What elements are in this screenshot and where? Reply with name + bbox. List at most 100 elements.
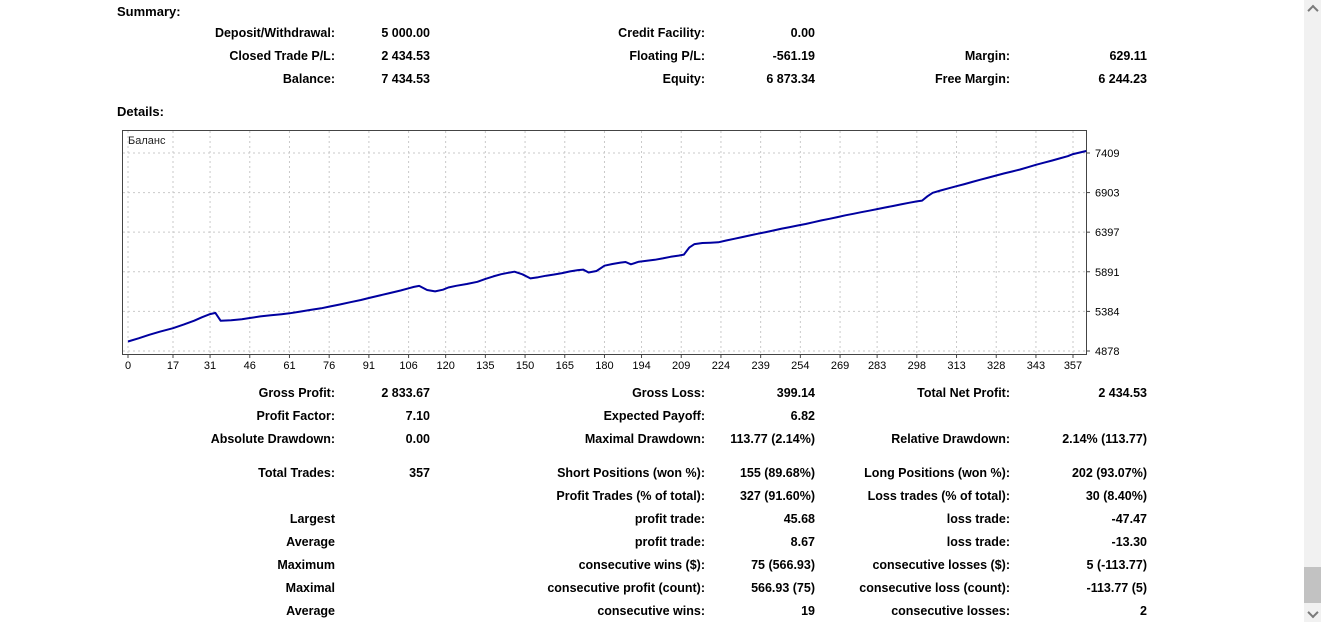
stat-cell-value: 19 xyxy=(801,604,815,618)
stat-cell-value: 202 (93.07%) xyxy=(1071,466,1147,480)
scrollbar-up-button[interactable] xyxy=(1304,0,1321,17)
y-tick-label: 6397 xyxy=(1095,227,1119,239)
x-tick-label: 61 xyxy=(283,360,295,372)
stat-cell-label: Gross Profit: xyxy=(258,386,335,400)
x-tick-label: 224 xyxy=(712,360,730,372)
stat-cell-label xyxy=(815,405,1010,428)
stat-cell-label: consecutive loss (count): xyxy=(859,581,1010,595)
x-tick-label: 254 xyxy=(791,360,809,372)
summary-cell-value: 0.00 xyxy=(790,26,815,40)
stat-cell-label: Short Positions (won %): xyxy=(557,466,705,480)
stat-cell-value: 327 (91.60%) xyxy=(739,489,815,503)
stat-cell-value: 2 xyxy=(1140,604,1147,618)
balance-chart-svg: 0 17 31 46 61 76 91 106 120 135 150 165 180 194 209 224… xyxy=(122,130,1119,372)
x-tick-label: 209 xyxy=(672,360,690,372)
stat-cell-value: 75 (566.93) xyxy=(751,558,815,572)
stat-cell-value xyxy=(335,508,430,531)
details-section-title: Details: xyxy=(117,104,164,119)
stat-cell-value: 357 xyxy=(409,466,430,480)
stat-cell-value xyxy=(335,554,430,577)
plot-border xyxy=(122,130,1087,355)
x-tick-label: 239 xyxy=(751,360,769,372)
x-tick-label: 298 xyxy=(908,360,926,372)
vertical-scrollbar[interactable] xyxy=(1304,0,1321,622)
scrollbar-thumb[interactable] xyxy=(1304,567,1321,603)
summary-section-title: Summary: xyxy=(117,4,181,19)
stat-cell-label: consecutive losses ($): xyxy=(872,558,1010,572)
stat-cell-value xyxy=(335,600,430,622)
stat-cell-value: -13.30 xyxy=(1111,535,1147,549)
x-tick-label: 106 xyxy=(399,360,417,372)
stat-cell-value xyxy=(335,531,430,554)
stat-cell-value: 5 (-113.77) xyxy=(1086,558,1147,572)
scrollbar-down-button[interactable] xyxy=(1304,605,1321,622)
x-tick-label: 194 xyxy=(632,360,650,372)
summary-cell-value: -561.19 xyxy=(772,49,815,63)
stat-cell-value: 7.10 xyxy=(405,409,430,423)
stat-cell-label: consecutive losses: xyxy=(891,604,1010,618)
stat-cell-value xyxy=(335,485,430,508)
x-tick-label: 31 xyxy=(204,360,216,372)
summary-cell-label: Deposit/Withdrawal: xyxy=(214,26,335,40)
stat-cell-value: 30 (8.40%) xyxy=(1085,489,1147,503)
stat-cell-label: Total Trades: xyxy=(258,466,335,480)
stat-cell-label: Maximal Drawdown: xyxy=(584,432,705,446)
x-tick-label: 17 xyxy=(167,360,179,372)
stat-cell-label: consecutive wins ($): xyxy=(578,558,705,572)
y-tick-label: 5384 xyxy=(1095,306,1119,318)
x-tick-label: 76 xyxy=(323,360,335,372)
stat-cell-label: Profit Trades (% of total): xyxy=(556,489,705,503)
stat-cell-label: Maximum xyxy=(277,558,335,572)
stats-grid-bottom: Total Trades: 357 Short Positions (won %):… xyxy=(117,462,1147,622)
x-tick-label: 180 xyxy=(595,360,613,372)
stat-cell-label: profit trade: xyxy=(634,535,705,549)
stat-cell-label: Maximal xyxy=(285,581,335,595)
x-tick-label: 46 xyxy=(244,360,256,372)
summary-cell-label: Free Margin: xyxy=(934,72,1010,86)
stat-cell-label: consecutive profit (count): xyxy=(547,581,705,595)
y-tick-label: 5891 xyxy=(1095,267,1119,279)
stat-cell-value: 6.82 xyxy=(790,409,815,423)
stat-cell-label xyxy=(117,485,335,508)
stat-cell-value: -47.47 xyxy=(1111,512,1147,526)
stat-cell-value: 566.93 (75) xyxy=(751,581,815,595)
summary-cell-value: 2 434.53 xyxy=(381,49,430,63)
x-tick-label: 150 xyxy=(516,360,534,372)
stat-cell-label: Gross Loss: xyxy=(632,386,705,400)
x-tick-label: 91 xyxy=(363,360,375,372)
stat-cell-label: consecutive wins: xyxy=(597,604,705,618)
stat-cell-label: Average xyxy=(286,604,335,618)
x-tick-label: 343 xyxy=(1027,360,1045,372)
x-tick-label: 283 xyxy=(868,360,886,372)
x-tick-label: 269 xyxy=(831,360,849,372)
series-title: Баланс xyxy=(128,135,166,147)
stat-cell-label: Average xyxy=(286,535,335,549)
stat-cell-value: -113.77 (5) xyxy=(1086,581,1147,595)
stat-cell-label: Absolute Drawdown: xyxy=(210,432,335,446)
stat-cell-label: Expected Payoff: xyxy=(603,409,705,423)
summary-cell-label: Margin: xyxy=(964,49,1010,63)
summary-cell-value: 5 000.00 xyxy=(381,26,430,40)
summary-cell-value: 7 434.53 xyxy=(381,72,430,86)
summary-cell-value: 6 244.23 xyxy=(1098,72,1147,86)
x-tick-label: 165 xyxy=(556,360,574,372)
summary-cell-value: 629.11 xyxy=(1109,49,1147,63)
stat-cell-value: 45.68 xyxy=(783,512,815,526)
summary-grid: Deposit/Withdrawal: 5 000.00 Credit Facili… xyxy=(117,22,1147,91)
stat-cell-value: 2.14% (113.77) xyxy=(1062,432,1147,446)
x-tick-label: 120 xyxy=(436,360,454,372)
stat-cell-label: Profit Factor: xyxy=(256,409,335,423)
stat-cell-label: loss trade: xyxy=(946,512,1010,526)
x-tick-label: 357 xyxy=(1064,360,1082,372)
stat-cell-label: Loss trades (% of total): xyxy=(867,489,1010,503)
summary-cell-value xyxy=(1010,22,1147,45)
summary-cell-label: Closed Trade P/L: xyxy=(229,49,335,63)
stat-cell-label: Total Net Profit: xyxy=(917,386,1010,400)
x-tick-label: 328 xyxy=(987,360,1005,372)
stat-cell-value xyxy=(335,577,430,600)
x-tick-label: 0 xyxy=(125,360,131,372)
summary-cell-label xyxy=(815,22,1010,45)
stats-grid-top: Gross Profit: 2 833.67 Gross Loss: 399.14 To… xyxy=(117,382,1147,451)
summary-cell-label: Credit Facility: xyxy=(618,26,705,40)
stat-cell-value: 2 833.67 xyxy=(381,386,430,400)
